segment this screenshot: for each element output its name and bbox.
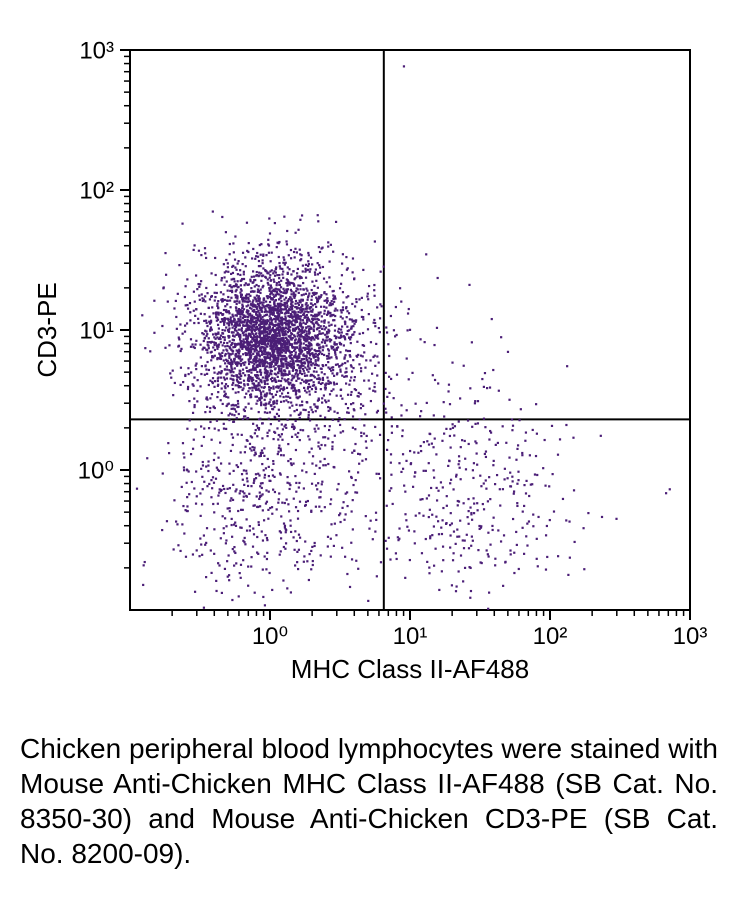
svg-text:10⁰: 10⁰ bbox=[78, 457, 114, 484]
svg-text:CD3-PE: CD3-PE bbox=[32, 282, 62, 377]
svg-text:10¹: 10¹ bbox=[393, 623, 428, 650]
svg-text:10³: 10³ bbox=[673, 623, 708, 650]
svg-text:10²: 10² bbox=[79, 177, 114, 204]
svg-text:10¹: 10¹ bbox=[79, 317, 114, 344]
figure-caption: Chicken peripheral blood lymphocytes wer… bbox=[20, 731, 718, 871]
svg-text:10³: 10³ bbox=[79, 37, 114, 64]
flow-scatter-plot: 10⁰ 10¹ 10² 10³ 10⁰ 10¹ 10² 10³ MHC Class II-AF4… bbox=[20, 20, 718, 710]
figure: 10⁰ 10¹ 10² 10³ 10⁰ 10¹ 10² 10³ MHC Class II-AF4… bbox=[20, 20, 718, 871]
svg-text:10²: 10² bbox=[533, 623, 568, 650]
svg-text:MHC Class II-AF488: MHC Class II-AF488 bbox=[291, 654, 529, 684]
svg-text:10⁰: 10⁰ bbox=[252, 623, 288, 650]
